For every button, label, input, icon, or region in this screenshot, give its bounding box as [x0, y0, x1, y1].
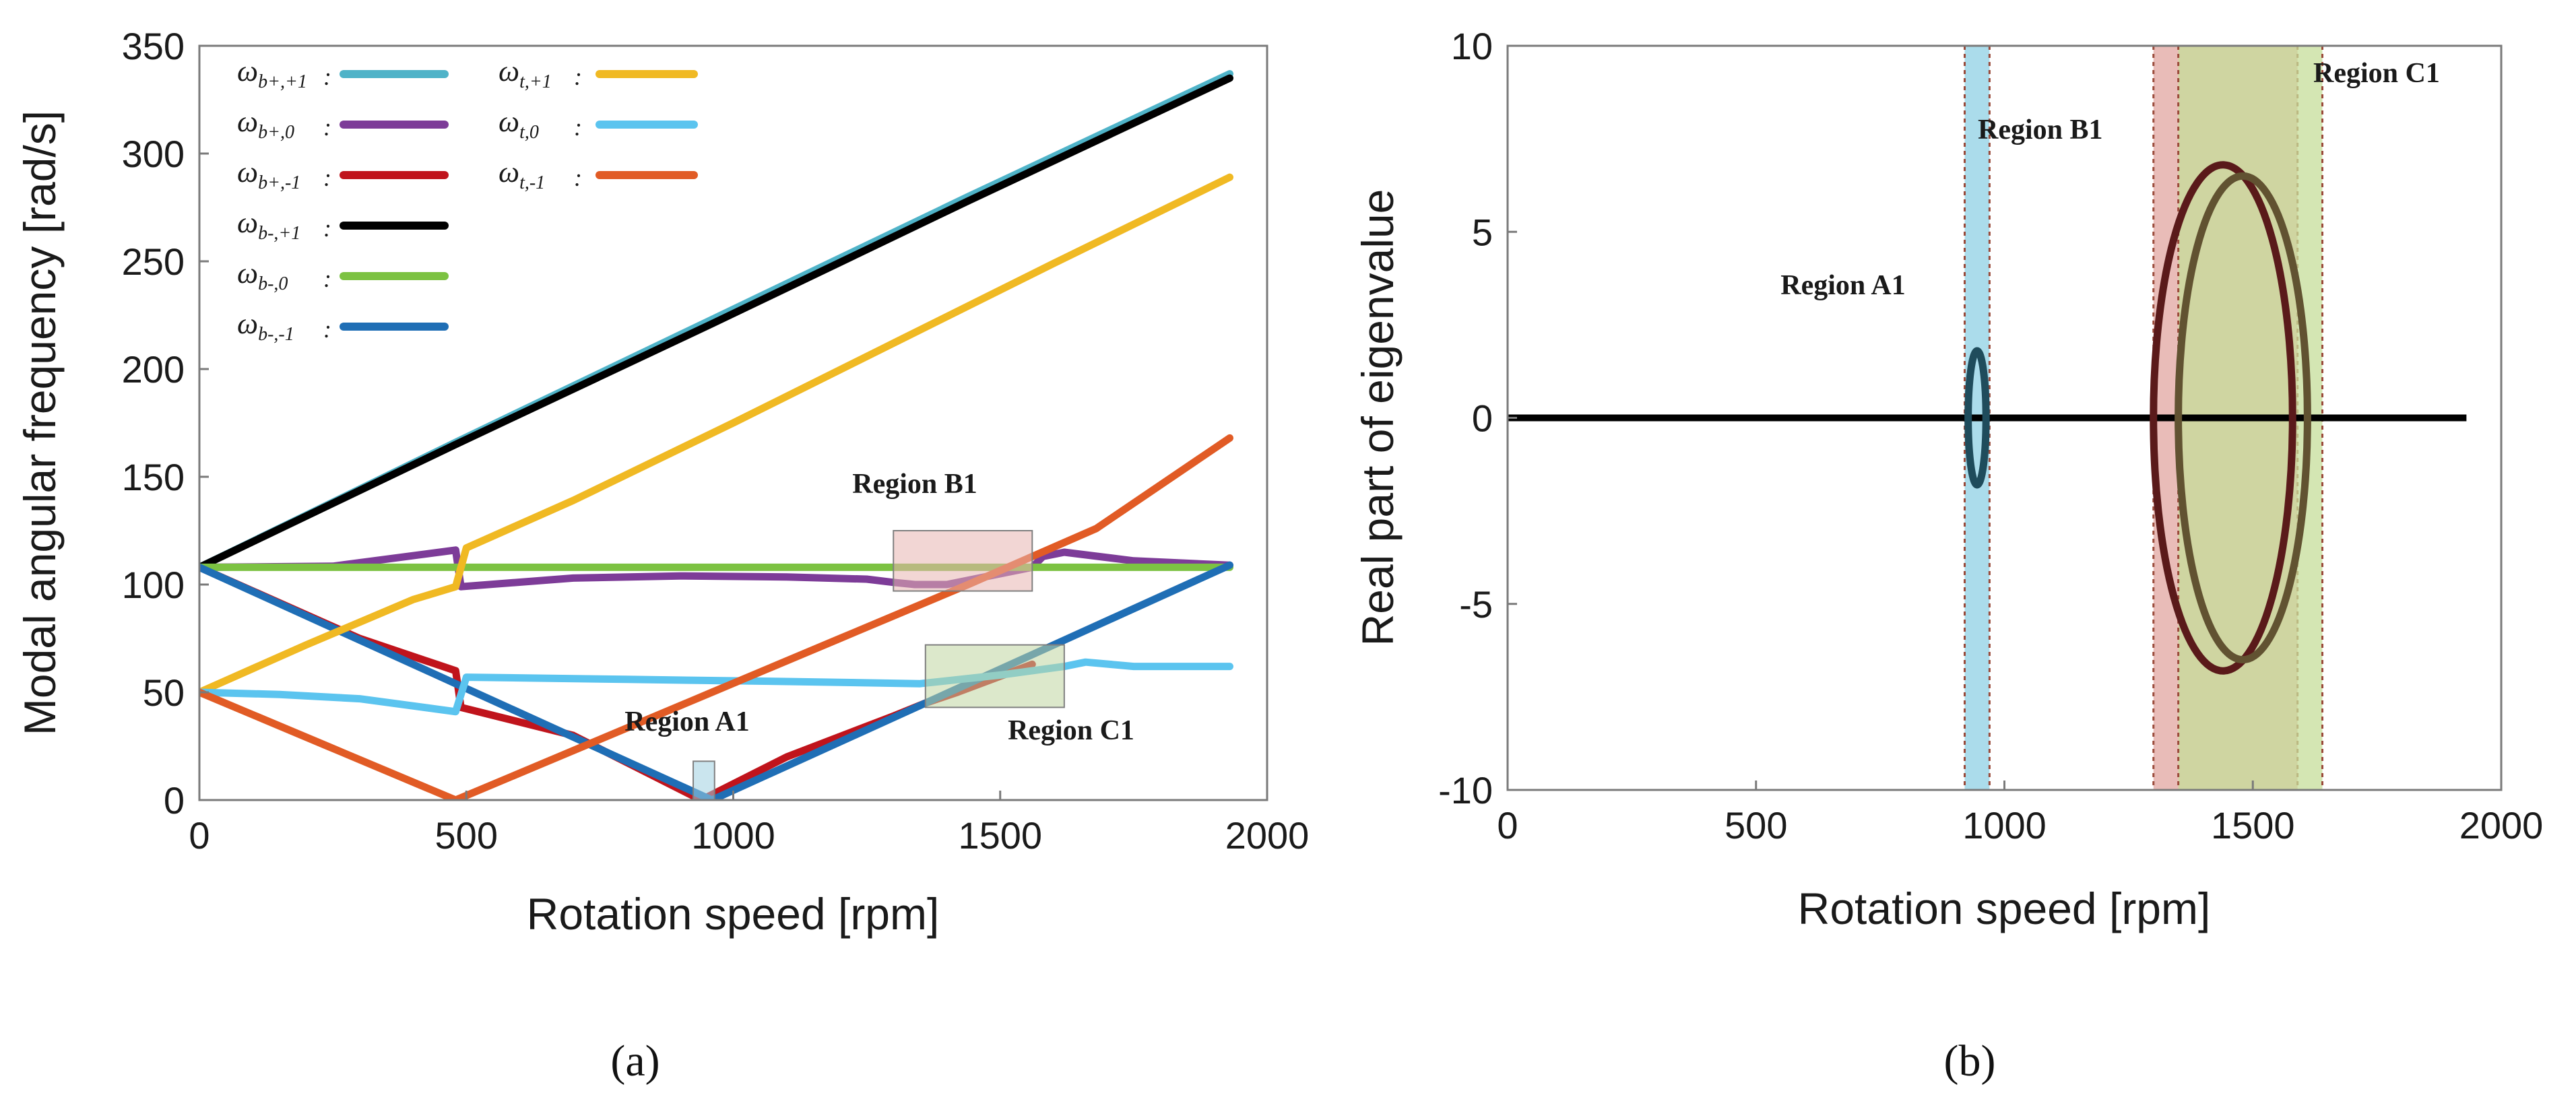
chart-a-legend-colon: :: [574, 63, 582, 90]
chart-a-region-region-b1: [893, 530, 1033, 592]
chart-b-ytick-label: 10: [1451, 25, 1493, 67]
chart-b-ytick-label: 0: [1472, 397, 1493, 440]
chart-a-legend: ωb+,+1: ωb+,0: ωb+,-1: ωb-,+1: ωb-,0: ωb-,-1:…: [237, 55, 698, 345]
chart-b-xtick-label: 2000: [2459, 804, 2544, 847]
chart-b-ytick-label: -10: [1438, 769, 1493, 811]
chart-a-legend-label: ωb-,0: [237, 257, 288, 294]
chart-a-xtick-label: 0: [189, 814, 210, 857]
chart-a-xtick-label: 1000: [691, 814, 775, 857]
chart-a-ytick-label: 150: [122, 456, 185, 498]
chart-a-legend-colon: :: [574, 164, 582, 191]
chart-a-ytick-label: 50: [143, 671, 185, 714]
chart-a-ytick-label: 300: [122, 133, 185, 175]
chart-a-ytick-label: 100: [122, 564, 185, 606]
chart-b-ylabel: Real part of eigenvalue: [1353, 189, 1403, 646]
chart-a-legend-label: ωb-,+1: [237, 206, 300, 244]
chart-a-ytick-label: 250: [122, 240, 185, 283]
chart-a-xtick-label: 500: [435, 814, 498, 857]
chart-b-series-instability-loop-c1: [2175, 172, 2311, 664]
chart-b-xtick-label: 500: [1725, 804, 1787, 847]
chart-b-series-instability-loop-a1: [1964, 347, 1990, 489]
chart-b-ytick-label: -5: [1459, 583, 1493, 626]
chart-a-legend-label: ωb+,0: [237, 105, 294, 143]
chart-b-region-label-region-a1: Region A1: [1780, 270, 1906, 301]
chart-b-panel-label: (b): [1944, 1036, 1996, 1086]
chart-b-xlabel: Rotation speed [rpm]: [1798, 884, 2211, 933]
chart-a-ytick-label: 200: [122, 348, 185, 391]
chart-a-region-label-region-a1: Region A1: [624, 706, 750, 737]
chart-a-ytick-label: 0: [164, 779, 185, 822]
chart-a-ytick-label: 350: [122, 25, 185, 67]
chart-a-legend-colon: :: [323, 164, 331, 191]
chart-a-series-t-1: [199, 173, 1233, 696]
chart-a-series-t-1: [199, 434, 1233, 800]
chart-a-legend-label: ωb+,+1: [237, 55, 307, 92]
chart-a-legend-colon: :: [323, 265, 331, 292]
chart-a-legend-label: ωt,-1: [498, 156, 545, 193]
chart-a-series-b-1: [199, 74, 1233, 571]
chart-a-xlabel: Rotation speed [rpm]: [527, 889, 940, 939]
chart-a-region-label-region-b1: Region B1: [852, 469, 977, 500]
chart-a-ylabel: Modal angular frequency [rad/s]: [15, 110, 65, 735]
chart-a-legend-label: ωt,+1: [498, 55, 552, 92]
chart-a-region-region-c1: [924, 644, 1065, 708]
chart-b-xtick-label: 1000: [1962, 804, 2047, 847]
chart-a-legend-colon: :: [323, 215, 331, 242]
chart-a-legend-colon: :: [323, 316, 331, 343]
chart-b: 0 500 1000 1500 2000 -10 -5 0 5 10 Region A1 Regio…: [1353, 25, 2543, 1086]
chart-b-region-label-region-c1: Region C1: [2313, 58, 2440, 89]
chart-a-legend-colon: :: [323, 63, 331, 90]
chart-a-region-region-a1: [693, 760, 715, 800]
chart-a-legend-colon: :: [323, 114, 331, 141]
chart-a-legend-label: ωt,0: [498, 105, 539, 143]
chart-b-xtick-label: 1500: [2211, 804, 2295, 847]
chart-a-xtick-label: 1500: [958, 814, 1042, 857]
chart-a: 0 500 1000 1500 2000 0 50 100 150 200 250 300 350 ωb…: [15, 25, 1309, 1086]
chart-a-legend-colon: :: [574, 114, 582, 141]
chart-b-ytick-label: 5: [1472, 211, 1493, 253]
chart-a-series-b-1: [199, 561, 1233, 800]
chart-a-xtick-label: 2000: [1225, 814, 1310, 857]
chart-a-legend-label: ωb+,-1: [237, 156, 300, 193]
chart-b-xtick-label: 0: [1497, 804, 1518, 847]
chart-a-panel-label: (a): [610, 1036, 659, 1086]
chart-b-series-instability-loop-b1: [2150, 161, 2296, 675]
chart-a-legend-label: ωb-,-1: [237, 307, 294, 345]
chart-a-region-label-region-c1: Region C1: [1008, 715, 1134, 746]
chart-b-region-label-region-b1: Region B1: [1978, 114, 2103, 145]
chart-a-series-t-0: [199, 658, 1233, 716]
